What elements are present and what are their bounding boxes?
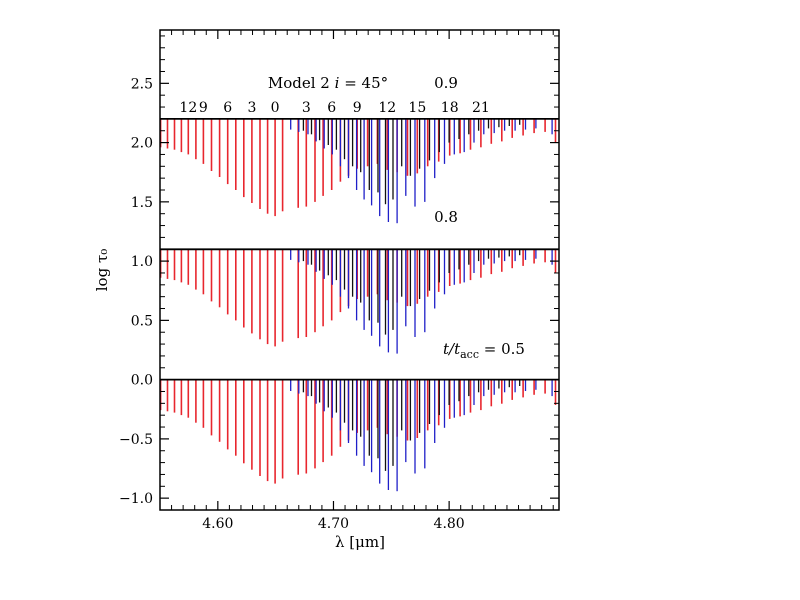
j-label: 9 [199, 100, 208, 116]
y-tick-label: 2.5 [131, 76, 153, 92]
j-label: 12 [179, 100, 197, 116]
panel-1 [159, 248, 559, 354]
axis-labels: −1.0 −0.5 0.0 0.5 1.0 1.5 2.0 2.5 4.60 4.70 4.80 [119, 76, 465, 532]
y-tick-label: −0.5 [119, 432, 153, 448]
j-label: 0 [271, 100, 280, 116]
panel-label-0.8: 0.8 [434, 208, 458, 226]
x-tick-label: 4.60 [202, 516, 233, 532]
plot-border [159, 29, 560, 511]
j-label: 15 [408, 100, 426, 116]
panel-label-0.9: 0.9 [434, 74, 458, 92]
j-label: 18 [441, 100, 459, 116]
panel-2 [159, 378, 559, 492]
x-tick-label: 4.80 [434, 516, 465, 532]
y-axis-title: log τ₀ [93, 249, 111, 292]
j-label: 9 [353, 100, 362, 116]
j-label: 6 [327, 100, 336, 116]
y-tick-label: −1.0 [119, 491, 153, 507]
plot-frame [159, 29, 560, 511]
y-tick-label: 0.5 [131, 313, 153, 329]
j-label: 6 [223, 100, 232, 116]
chart-title: Model 2 i = 45° [268, 74, 388, 92]
panel-lines [159, 118, 559, 492]
y-tick-label: 0.0 [131, 373, 153, 389]
j-label: 3 [302, 100, 311, 116]
y-tick-label: 1.5 [131, 195, 153, 211]
x-axis-title: λ [μm] [335, 533, 385, 551]
panel-label-0.5: t/tacc = 0.5 [443, 340, 525, 361]
j-labels: 12 9 6 3 0 3 6 9 12 15 18 21 [179, 100, 489, 116]
panel-0 [159, 118, 559, 224]
j-label: 3 [247, 100, 256, 116]
x-tick-label: 4.70 [318, 516, 349, 532]
y-tick-label: 2.0 [131, 136, 153, 152]
j-label: 12 [378, 100, 396, 116]
axis-ticks [160, 30, 559, 510]
y-tick-label: 1.0 [131, 254, 153, 270]
j-label: 21 [472, 100, 490, 116]
